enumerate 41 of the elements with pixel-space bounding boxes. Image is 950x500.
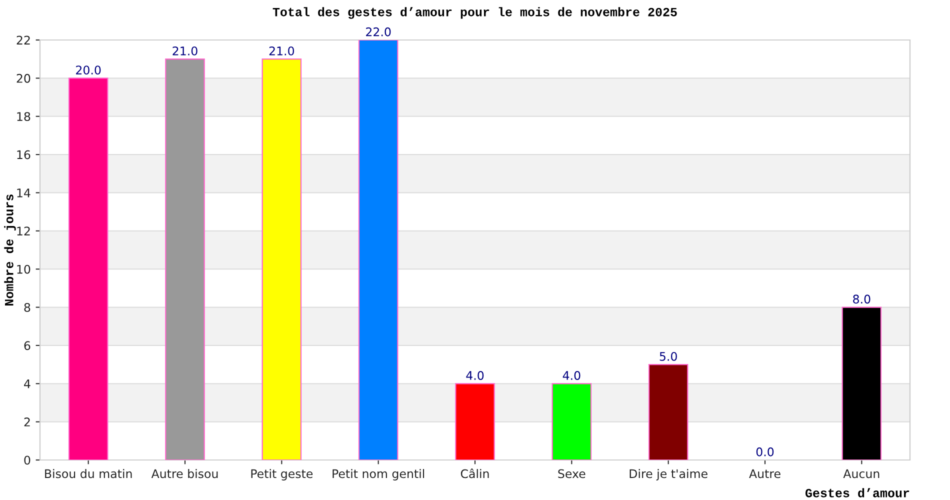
data-label: 5.0 <box>660 352 677 361</box>
x-axis-title: Gestes d’amour <box>805 488 910 498</box>
y-tick-label: 10 <box>17 264 30 274</box>
x-tick-label: Petit geste <box>251 469 313 480</box>
y-tick-label: 18 <box>17 112 30 122</box>
x-tick-label: Bisou du matin <box>45 469 132 478</box>
bar <box>455 383 495 460</box>
data-label: 4.0 <box>466 371 484 380</box>
bar <box>262 58 302 460</box>
y-tick-label: 2 <box>24 418 30 426</box>
data-label: 4.0 <box>562 371 580 380</box>
x-tick-label: Petit nom gentil <box>332 469 424 480</box>
y-tick-label: 14 <box>17 188 30 198</box>
y-tick-label: 22 <box>16 36 30 44</box>
x-tick-label: Autre bisou <box>151 469 218 478</box>
data-label: 21.0 <box>172 46 198 56</box>
bar <box>68 78 108 460</box>
data-label: 21.0 <box>269 46 294 56</box>
bar <box>648 364 688 460</box>
y-axis-title: Nombre de jours <box>4 194 16 306</box>
x-tick-label: Dire je t'aime <box>630 469 708 480</box>
y-tick-label: 16 <box>17 150 30 160</box>
data-label: 22.0 <box>366 27 391 36</box>
y-tick-label: 20 <box>16 74 30 83</box>
y-tick-label: 12 <box>17 226 30 236</box>
data-label: 0.0 <box>756 447 774 456</box>
x-tick-label: Autre <box>749 469 780 478</box>
bar <box>358 40 398 460</box>
y-tick-label: 8 <box>24 302 30 312</box>
y-tick-label: 0 <box>24 456 30 465</box>
data-label: 20.0 <box>76 66 101 75</box>
data-label: 8.0 <box>853 294 870 304</box>
bar <box>165 58 205 460</box>
x-tick-label: Aucun <box>843 469 880 478</box>
y-tick-label: 4 <box>24 380 30 388</box>
y-tick-label: 6 <box>24 341 30 350</box>
x-tick-label: Sexe <box>558 469 586 478</box>
bar <box>552 383 592 460</box>
bar <box>842 306 882 460</box>
chart-title: Total des gestes d’amour pour le mois de novembre 2025 <box>272 7 677 19</box>
x-tick-label: Câlin <box>460 468 489 478</box>
